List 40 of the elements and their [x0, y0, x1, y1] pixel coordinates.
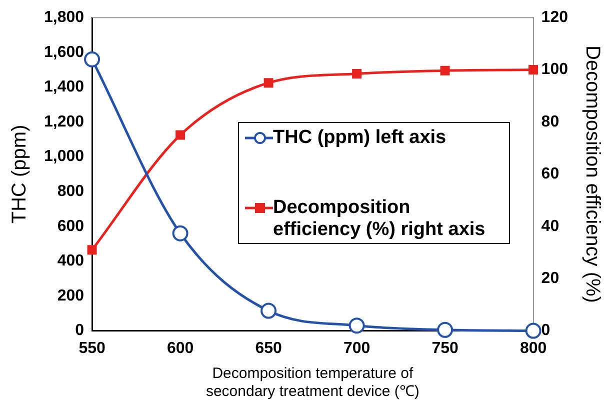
point — [87, 245, 97, 255]
y-tick-label: 600 — [57, 218, 84, 235]
point — [528, 65, 538, 75]
y-tick-label: 1,200 — [44, 113, 84, 130]
x-tick-label: 800 — [520, 340, 547, 357]
x-tick-label: 550 — [78, 340, 106, 357]
x-tick-label: 600 — [166, 340, 194, 357]
y-tick-label: 400 — [57, 252, 84, 270]
x-axis-title: Decomposition temperature of secondary treatment device (℃) — [206, 365, 420, 400]
x-tick-label: 650 — [255, 340, 282, 357]
x-tick-label: 700 — [343, 340, 370, 357]
y-axis-title: THC (ppm) — [8, 124, 31, 224]
point — [352, 68, 362, 78]
y2-axis-title: Decomposition efficiency (%) — [581, 45, 604, 303]
point — [525, 322, 542, 339]
point — [84, 51, 100, 68]
y-tick-label: 1,600 — [44, 44, 84, 61]
y2-tick-label: 120 — [541, 9, 568, 26]
point — [176, 130, 186, 140]
point — [437, 322, 454, 338]
y-tick-label: 800 — [57, 183, 84, 200]
x-tick-label: 750 — [432, 340, 458, 357]
y-tick-label: 1,800 — [44, 9, 84, 26]
y-tick-label: 200 — [57, 287, 84, 304]
legend-label: Decomposition efficiency (%) right axis — [273, 197, 486, 241]
y2-tick-label: 60 — [541, 166, 560, 183]
point — [348, 318, 365, 334]
point — [260, 302, 277, 319]
point — [264, 78, 274, 88]
y-tick-label: 0 — [75, 322, 84, 340]
legend-label: THC (ppm) left axis — [273, 127, 446, 149]
y2-tick-label: 20 — [541, 270, 560, 288]
y2-tick-label: 80 — [541, 113, 560, 130]
y-tick-label: 1,400 — [44, 78, 84, 96]
y2-tick-label: 100 — [541, 61, 568, 78]
y2-tick-label: 0 — [541, 322, 550, 340]
point — [440, 66, 450, 76]
y2-tick-label: 40 — [541, 218, 560, 235]
y-tick-label: 1,000 — [44, 148, 84, 166]
point — [172, 225, 188, 242]
